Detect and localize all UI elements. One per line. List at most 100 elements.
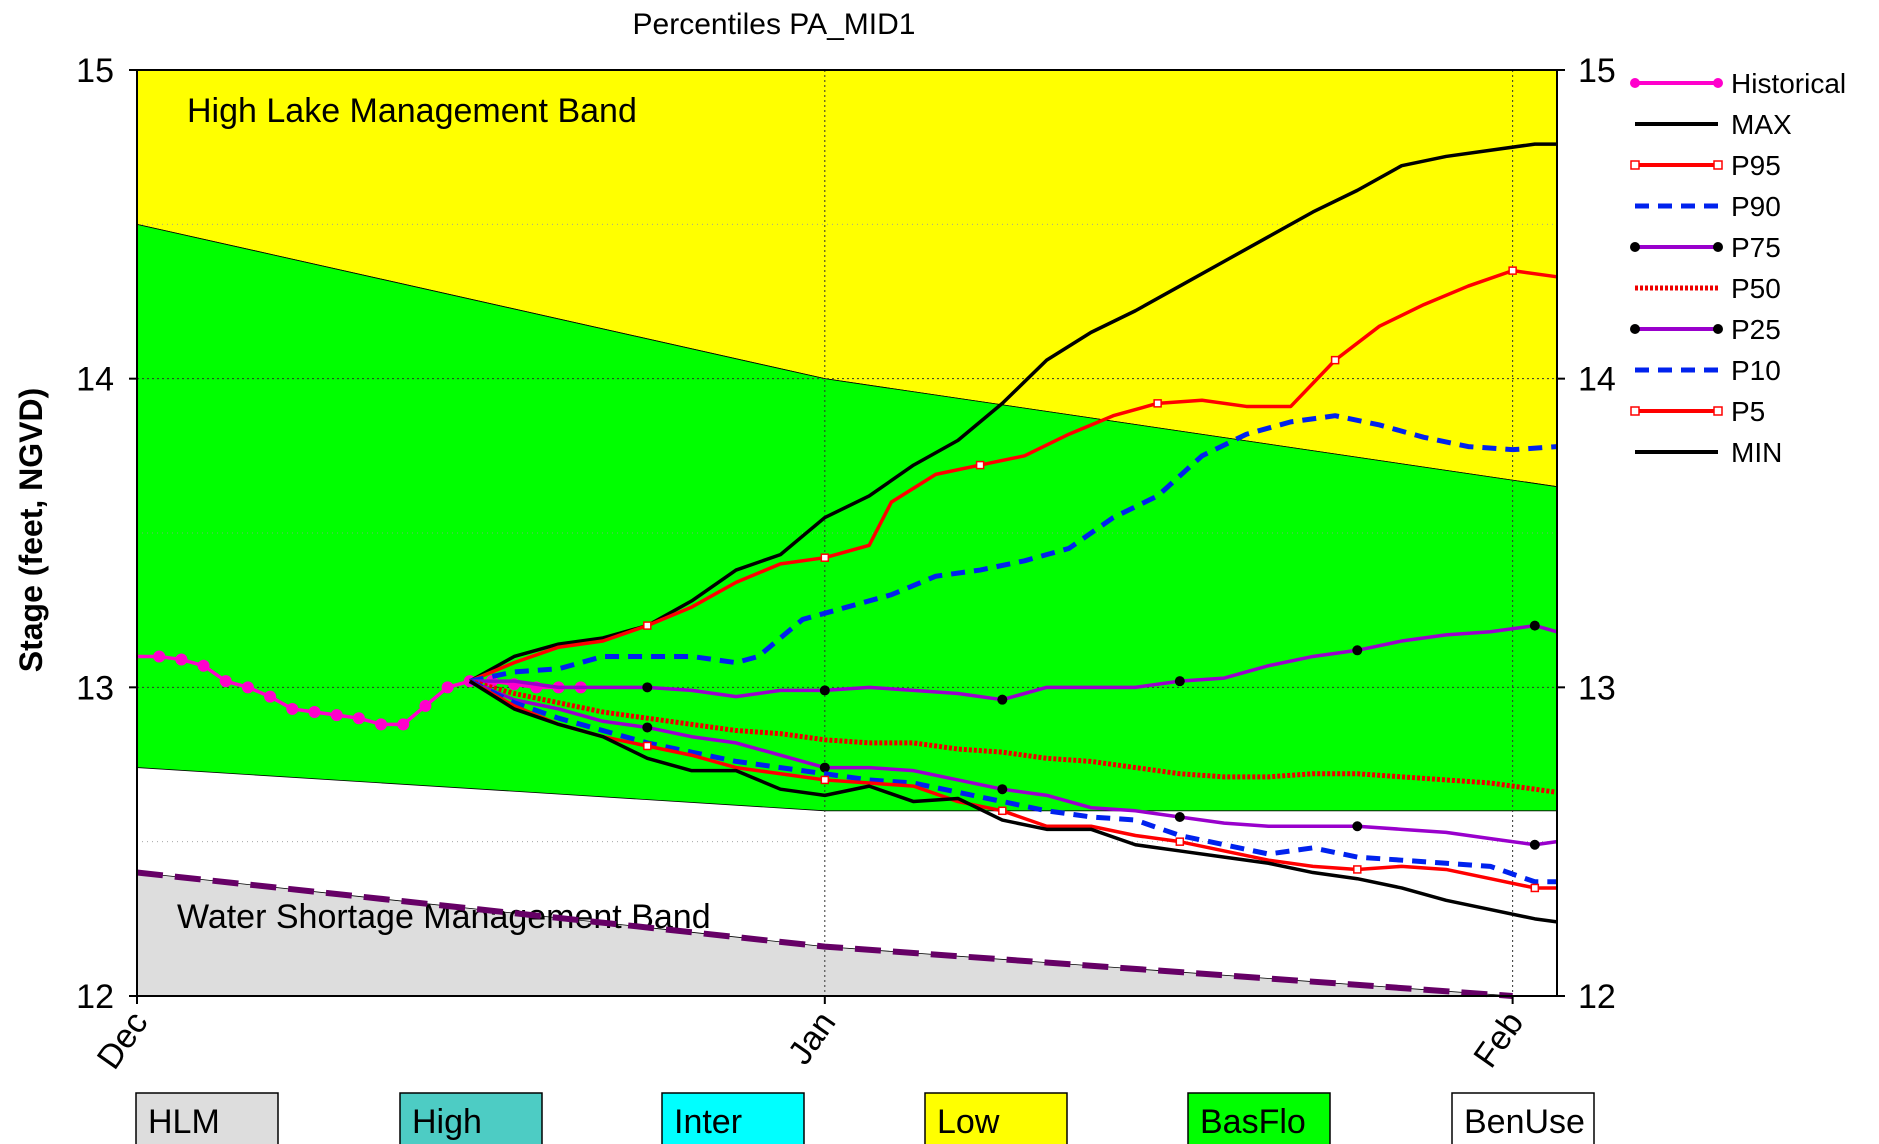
data-point-p5 xyxy=(1530,883,1540,893)
y-tick-label-left: 14 xyxy=(76,361,114,399)
y-tick-label-right: 15 xyxy=(1578,52,1616,90)
band-edge xyxy=(136,223,1558,488)
data-point-p5 xyxy=(1353,865,1362,874)
legend-marker xyxy=(1630,406,1640,416)
data-point-p95 xyxy=(820,553,830,562)
legend-marker xyxy=(1630,78,1640,88)
band-label-high-lake: High Lake Management Band xyxy=(187,92,637,130)
band-water-shortage-management-band xyxy=(137,872,1513,996)
data-point-historical xyxy=(352,712,365,725)
y-tick-label-left: 15 xyxy=(76,52,114,90)
legend-marker xyxy=(1713,242,1723,252)
legend: Historical MAX P95 P90 P75 P50 P25 P10 P5 MIN xyxy=(1630,68,1846,468)
legend-marker xyxy=(1713,78,1723,88)
data-point-p5 xyxy=(820,775,830,785)
legend-marker xyxy=(1713,406,1723,416)
data-point-p75 xyxy=(1529,620,1540,631)
data-point-historical xyxy=(308,706,321,719)
data-point-historical xyxy=(153,650,166,663)
zone-box-inter xyxy=(661,1092,805,1144)
data-point-p25 xyxy=(1529,839,1540,850)
legend-marker xyxy=(1630,242,1640,252)
zone-label-benuse: BenUse xyxy=(1464,1103,1585,1141)
series-line-p75 xyxy=(469,623,1558,702)
zone-label-high: High xyxy=(412,1103,482,1141)
y-axis-label: Stage (feet, NGVD) xyxy=(13,388,49,672)
zone-legend: HLM High Inter Low BasFlo BenUse xyxy=(135,1092,1595,1144)
zone-label-inter: Inter xyxy=(674,1103,742,1141)
y-tick-label-right: 14 xyxy=(1578,361,1616,399)
data-point-p5 xyxy=(998,806,1007,816)
x-tick-label: Jan xyxy=(781,1005,844,1072)
y-tick-label-left: 12 xyxy=(76,978,114,1016)
legend-label-p50: P50 xyxy=(1731,273,1781,304)
legend-marker xyxy=(1713,160,1723,170)
series-line-p10 xyxy=(468,678,1557,885)
legend-label-p95: P95 xyxy=(1731,150,1781,181)
data-point-p75 xyxy=(819,685,830,696)
data-point-historical xyxy=(264,690,277,703)
data-point-p75 xyxy=(997,694,1008,705)
data-point-p95 xyxy=(975,460,985,470)
zone-label-low: Low xyxy=(937,1103,1000,1141)
data-point-p5 xyxy=(643,741,652,751)
series-line-p25 xyxy=(469,679,1558,847)
legend-label-min: MIN xyxy=(1731,437,1782,468)
data-point-p25 xyxy=(1174,811,1185,822)
data-point-historical xyxy=(375,718,388,731)
y-tick-label-right: 13 xyxy=(1578,669,1616,707)
data-point-p5 xyxy=(1175,837,1185,846)
zone-box-low xyxy=(924,1092,1068,1144)
chart-title: Percentiles PA_MID1 xyxy=(633,8,916,41)
data-point-p75 xyxy=(1174,676,1185,687)
x-tick-label: Feb xyxy=(1466,1005,1531,1075)
data-point-p25 xyxy=(1352,821,1363,832)
legend-marker xyxy=(1630,160,1640,170)
zone-label-basflo: BasFlo xyxy=(1200,1103,1306,1141)
zone-box-basflo xyxy=(1187,1092,1331,1144)
y-tick-label-right: 12 xyxy=(1578,978,1616,1016)
plot-frame xyxy=(136,69,1558,997)
data-point-historical xyxy=(219,675,232,688)
data-point-p95 xyxy=(1508,266,1517,275)
series-line-p90 xyxy=(469,413,1558,684)
legend-label-max: MAX xyxy=(1731,109,1792,140)
legend-marker xyxy=(1713,324,1723,334)
data-point-p25 xyxy=(997,784,1008,795)
zone-box-hlm xyxy=(135,1092,279,1144)
legend-marker xyxy=(1630,324,1640,334)
legend-label-p90: P90 xyxy=(1731,191,1781,222)
data-point-p75 xyxy=(1352,645,1363,656)
series-line-p5 xyxy=(468,679,1557,890)
data-point-p25 xyxy=(819,762,830,773)
data-point-p95 xyxy=(1330,355,1340,365)
data-point-historical xyxy=(175,653,188,666)
shortage-line xyxy=(136,869,1513,999)
zone-label-hlm: HLM xyxy=(148,1103,220,1141)
legend-label-p25: P25 xyxy=(1731,314,1781,345)
series-line-p95 xyxy=(469,268,1558,683)
y-tick-label-left: 13 xyxy=(76,669,114,707)
data-point-p75 xyxy=(642,682,653,693)
data-point-historical xyxy=(241,681,254,694)
data-point-historical xyxy=(441,681,454,694)
data-point-historical xyxy=(286,702,299,715)
zone-box-high xyxy=(399,1092,543,1144)
data-point-p95 xyxy=(1153,399,1162,408)
band-high-lake-management-band xyxy=(137,70,1557,487)
zone-box-benuse xyxy=(1451,1092,1595,1144)
legend-label-p75: P75 xyxy=(1731,232,1781,263)
legend-label-p5: P5 xyxy=(1731,396,1765,427)
data-point-p95 xyxy=(643,621,652,630)
series-line-min xyxy=(468,679,1558,924)
band-basflo xyxy=(137,224,1557,811)
data-point-historical xyxy=(397,718,410,731)
legend-label-historical: Historical xyxy=(1731,68,1846,99)
legend-label-p10: P10 xyxy=(1731,355,1781,386)
data-point-historical xyxy=(330,709,343,722)
data-point-p25 xyxy=(642,722,653,733)
series-line-p50 xyxy=(469,678,1558,795)
data-point-historical xyxy=(197,659,210,672)
